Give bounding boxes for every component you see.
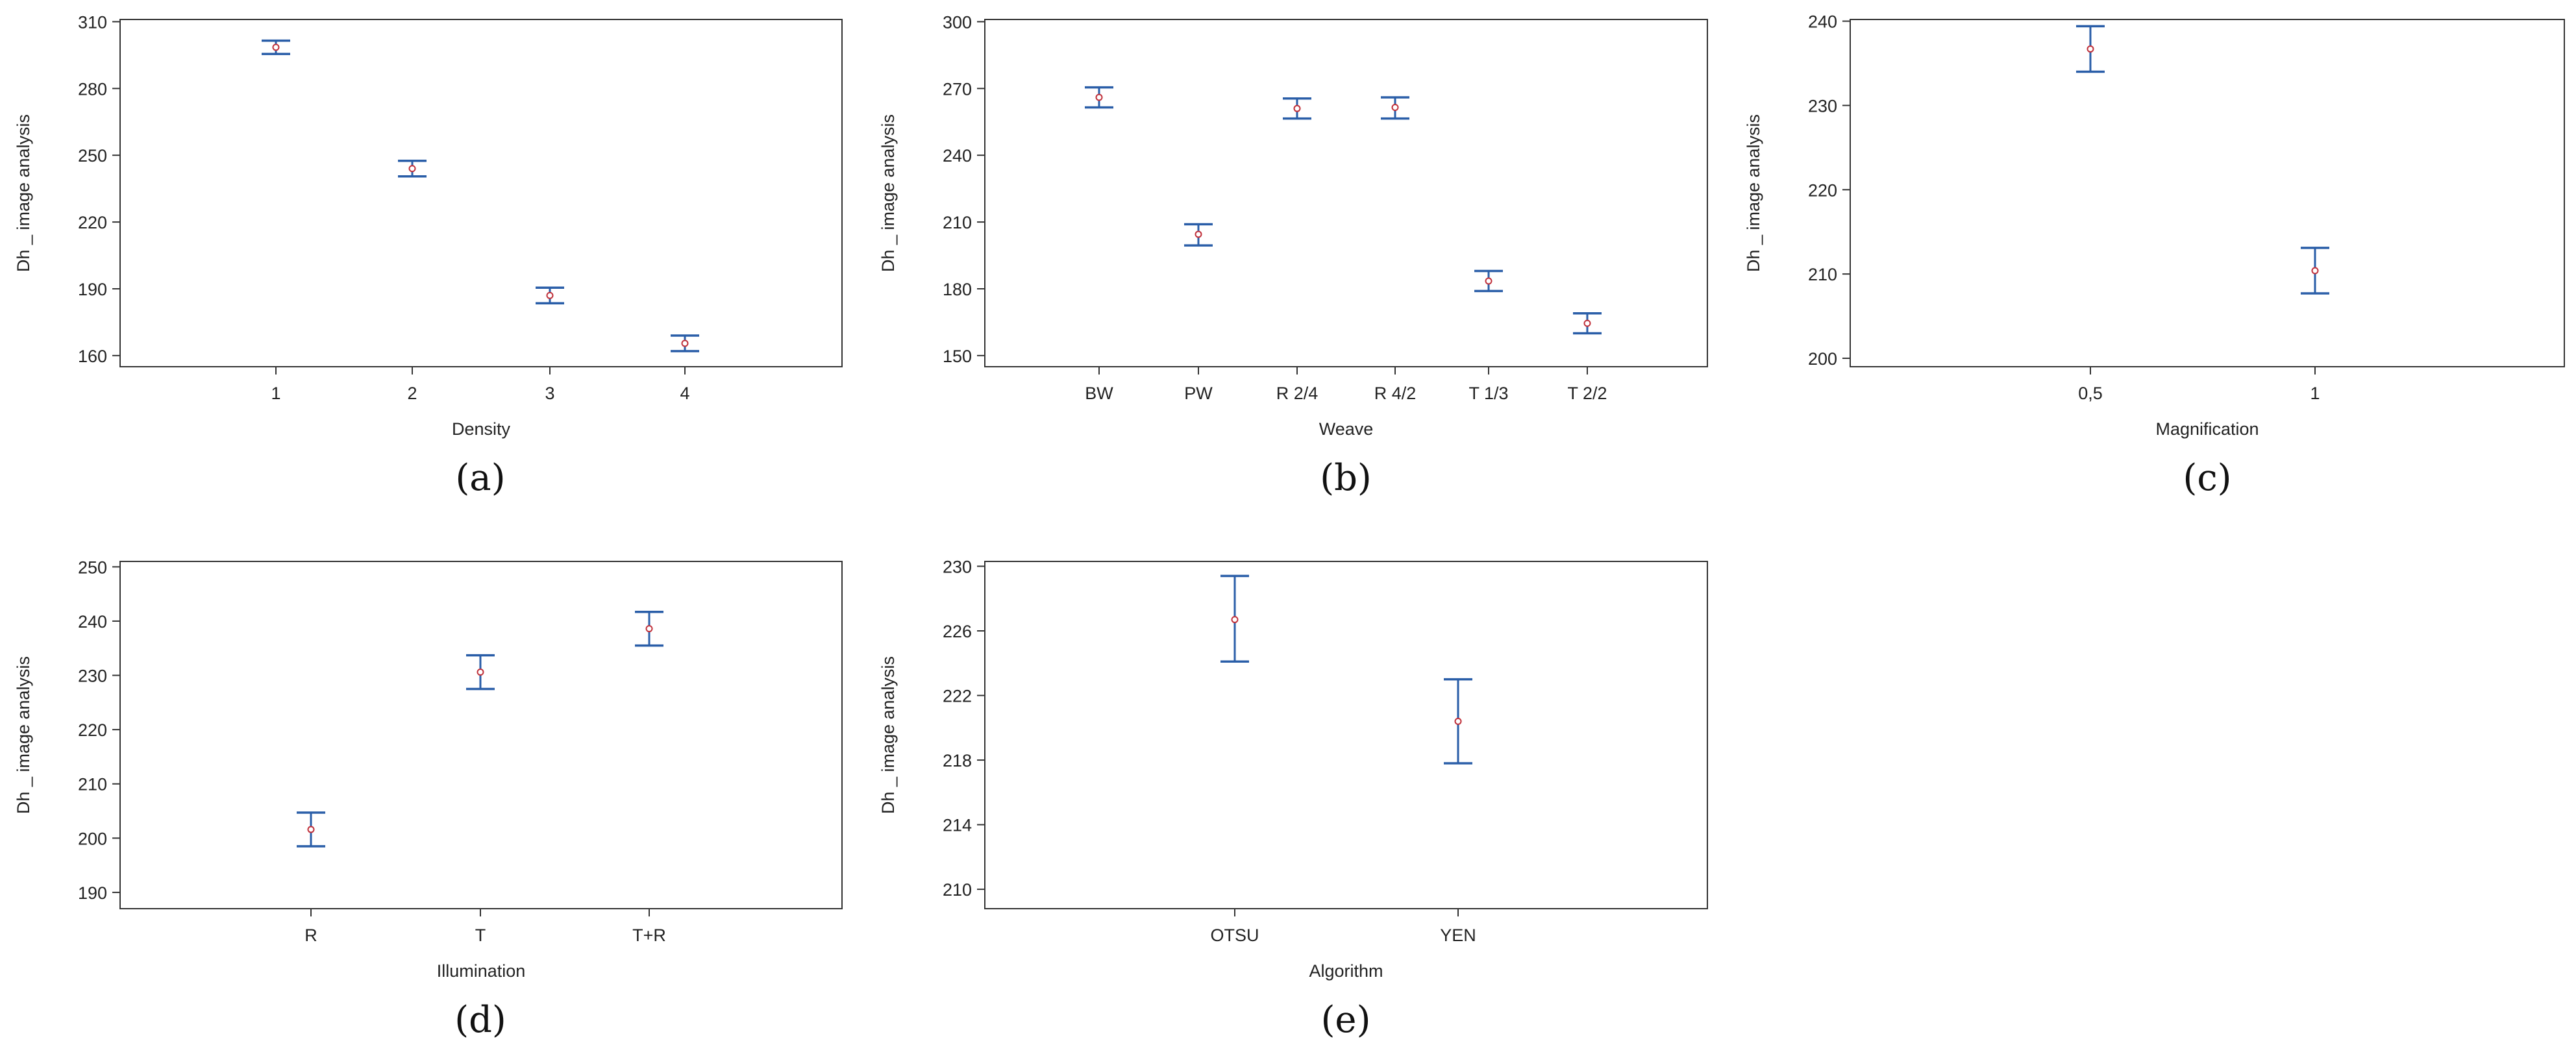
y-tick-label: 240 — [1808, 12, 1837, 32]
mean-point — [1454, 717, 1462, 725]
y-tick-label: 226 — [943, 622, 972, 641]
x-tick-label: T 1/3 — [1468, 384, 1508, 403]
y-tick-label: 230 — [943, 557, 972, 576]
x-tick-label: R 2/4 — [1276, 384, 1319, 403]
x-axis-label: Density — [452, 419, 511, 439]
y-tick-label: 230 — [78, 667, 107, 686]
y-tick-label: 218 — [943, 751, 972, 770]
plot-frame — [1850, 19, 2565, 367]
y-axis-label: Dh _ image analysis — [14, 114, 33, 272]
y-tick-label: 210 — [943, 880, 972, 900]
mean-point — [1293, 104, 1301, 112]
mean-point — [1391, 103, 1399, 111]
y-tick-label: 240 — [943, 146, 972, 166]
chart-panel-e: 210 214 218 222 226 230 OTSU YEN Algorithm Dh _ i… — [878, 557, 1708, 1041]
chart-panel-c: 200 210 220 230 240 0,5 1 Magnification Dh _ ima… — [1744, 12, 2565, 499]
y-tick-label: 210 — [1808, 265, 1837, 284]
y-tick-label: 250 — [78, 146, 107, 166]
chart-panel-a: 160 190 220 250 280 310 1 2 3 4 Density Dh _ image … — [14, 12, 843, 499]
y-tick-label: 150 — [943, 347, 972, 366]
y-tick-label: 200 — [1808, 349, 1837, 369]
y-axis-label: Dh _ image analysis — [14, 656, 33, 814]
plot-frame — [984, 19, 1708, 367]
x-axis-label: Algorithm — [1309, 961, 1383, 981]
x-tick-label: 3 — [545, 384, 554, 403]
y-tick-label: 222 — [943, 687, 972, 706]
panel-caption: (e) — [1321, 999, 1371, 1041]
mean-point — [645, 625, 653, 633]
y-tick-label: 160 — [78, 347, 107, 366]
panel-caption: (d) — [454, 999, 506, 1041]
y-tick-label: 230 — [1808, 96, 1837, 116]
x-tick-label: T — [475, 926, 486, 945]
x-tick-label: 1 — [2310, 384, 2320, 403]
chart-panel-d: 190 200 210 220 230 240 250 R T T+R Illumination Dh… — [14, 558, 843, 1041]
plot-frame — [119, 19, 843, 367]
x-axis-label: Illumination — [437, 961, 526, 981]
mean-point — [1583, 319, 1591, 327]
x-tick-label: PW — [1184, 384, 1213, 403]
mean-point — [1095, 93, 1103, 101]
x-axis-label: Magnification — [2155, 419, 2259, 439]
mean-point — [546, 291, 554, 299]
mean-point — [681, 339, 689, 347]
y-tick-label: 214 — [943, 816, 972, 835]
mean-point — [1485, 277, 1492, 285]
y-tick-label: 220 — [78, 213, 107, 232]
plot-frame — [984, 561, 1708, 909]
y-tick-label: 220 — [78, 720, 107, 740]
y-tick-label: 300 — [943, 12, 972, 32]
x-tick-label: 2 — [407, 384, 417, 403]
y-axis-label: Dh _ image analysis — [1744, 114, 1763, 272]
mean-point — [408, 165, 416, 173]
panel-caption: (c) — [2183, 457, 2231, 499]
y-axis-label: Dh _ image analysis — [878, 114, 898, 272]
x-tick-label: T+R — [632, 926, 666, 945]
x-tick-label: 4 — [680, 384, 689, 403]
x-tick-label: OTSU — [1210, 926, 1259, 945]
y-tick-label: 280 — [78, 79, 107, 99]
y-tick-label: 190 — [78, 883, 107, 903]
mean-point — [1195, 230, 1202, 238]
y-tick-label: 210 — [943, 213, 972, 232]
mean-point — [1231, 616, 1239, 624]
mean-point — [477, 669, 484, 676]
mean-point — [272, 43, 280, 51]
mean-point — [2311, 267, 2319, 275]
y-tick-label: 180 — [943, 280, 972, 299]
y-tick-label: 240 — [78, 612, 107, 632]
y-tick-label: 310 — [78, 12, 107, 32]
mean-point — [307, 826, 315, 833]
x-tick-label: T 2/2 — [1567, 384, 1607, 403]
x-axis-label: Weave — [1319, 419, 1374, 439]
x-tick-label: R 4/2 — [1374, 384, 1417, 403]
x-tick-label: 0,5 — [2078, 384, 2103, 403]
y-tick-label: 270 — [943, 79, 972, 99]
y-axis-label: Dh _ image analysis — [878, 656, 898, 814]
x-tick-label: 1 — [271, 384, 280, 403]
x-tick-label: BW — [1085, 384, 1113, 403]
x-tick-label: R — [304, 926, 317, 945]
y-tick-label: 220 — [1808, 180, 1837, 200]
y-tick-label: 250 — [78, 558, 107, 577]
mean-point — [2087, 45, 2094, 53]
panel-caption: (b) — [1320, 457, 1372, 499]
y-tick-label: 190 — [78, 280, 107, 299]
y-tick-label: 200 — [78, 829, 107, 848]
x-tick-label: YEN — [1440, 926, 1476, 945]
y-tick-label: 210 — [78, 775, 107, 794]
panel-caption: (a) — [455, 457, 505, 499]
plot-frame — [119, 561, 843, 909]
chart-panel-b: 150 180 210 240 270 300 BW PW R 2/4 R 4/2 T 1/3 T 2… — [878, 12, 1708, 499]
